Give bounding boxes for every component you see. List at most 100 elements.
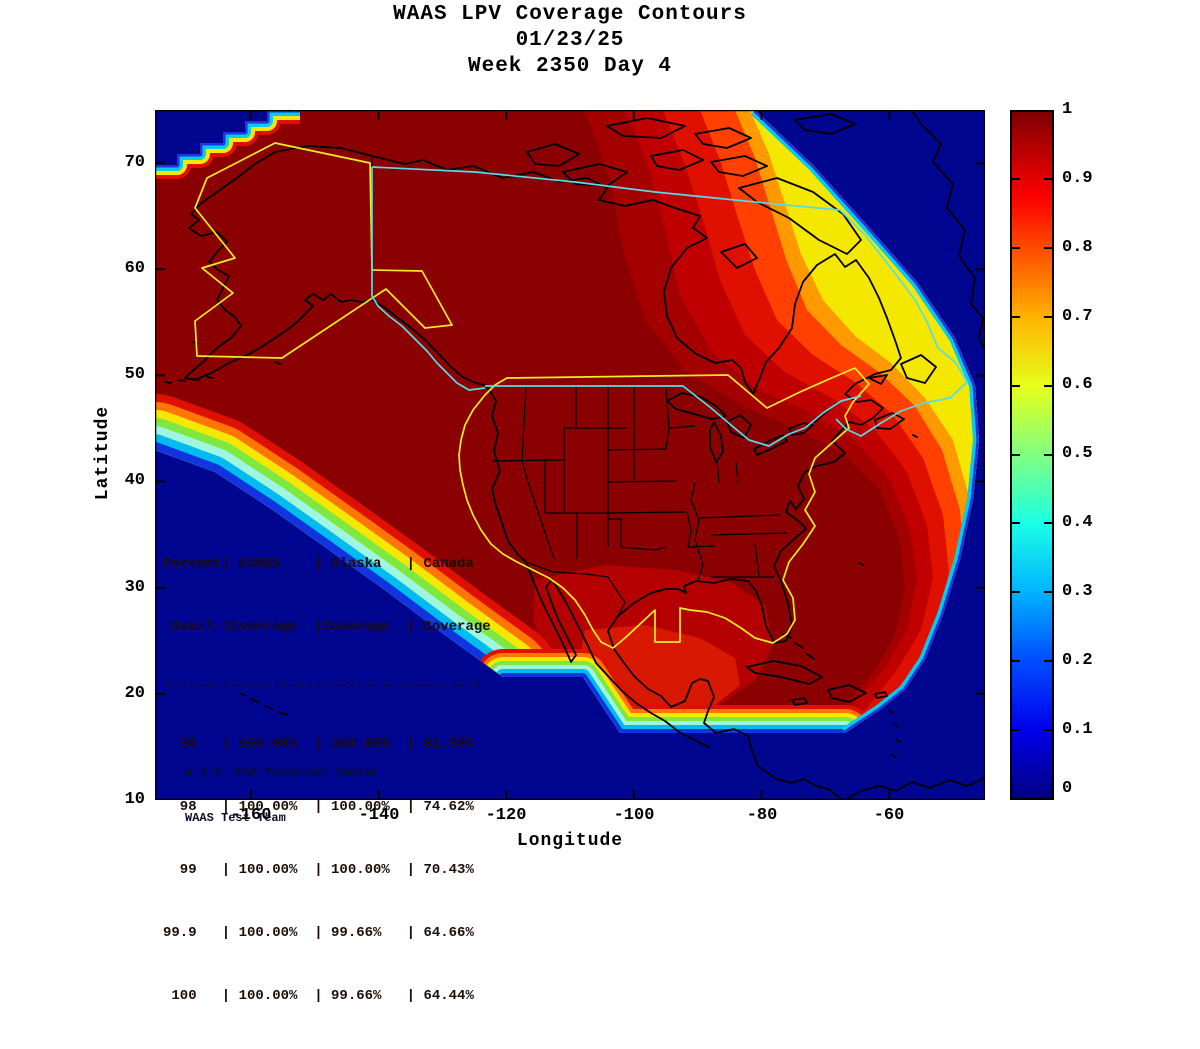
southwest-rainbow — [155, 394, 559, 733]
x-tick--120: -120 — [485, 806, 527, 825]
title-line-main: WAAS LPV Coverage Contours — [393, 3, 747, 26]
service-volume-boundaries-yellow — [194, 142, 870, 649]
table-divider: -------------------------------------- — [163, 678, 483, 694]
island-cuba — [746, 660, 823, 685]
y-tick-20: 20 — [124, 684, 145, 703]
island-devon — [710, 155, 768, 177]
credit-annotation: W.J.H. FAA Technical Center WAAS Test Te… — [185, 736, 379, 856]
hawaii — [240, 693, 288, 716]
x-tick--60: -60 — [873, 806, 905, 825]
title-line-week: Week 2350 Day 4 — [467, 55, 673, 78]
island-newfoundland — [900, 354, 937, 384]
coast-mainland — [371, 155, 902, 799]
colorbar-tick-mark — [1044, 522, 1052, 524]
lake-erie — [753, 434, 788, 456]
island-banks — [526, 143, 580, 167]
cb-tick-1: 1 — [1062, 100, 1073, 119]
island-puerto-rico — [874, 691, 888, 699]
axis-ticks — [155, 110, 985, 800]
colorbar-tick-mark — [1044, 591, 1052, 593]
table-row-99: 99 | 100.00% | 100.00% | 70.43% — [163, 862, 474, 878]
colorbar-tick-mark — [1044, 316, 1052, 318]
colorbar-tick-mark — [1012, 660, 1020, 662]
lake-huron — [726, 414, 752, 439]
cb-tick-09: 0.9 — [1062, 169, 1093, 188]
lake-michigan — [709, 421, 724, 463]
y-tick-70: 70 — [124, 153, 145, 172]
northwest-stair-rainbow — [155, 110, 300, 179]
bermuda-sable — [858, 434, 918, 566]
y-tick-40: 40 — [124, 471, 145, 490]
y-tick-10: 10 — [124, 790, 145, 809]
colorbar-tick-mark — [1044, 660, 1052, 662]
island-hispaniola — [827, 684, 867, 703]
south-rainbow — [475, 649, 873, 733]
cb-tick-05: 0.5 — [1062, 444, 1093, 463]
y-tick-30: 30 — [124, 578, 145, 597]
coverage-contour-map — [155, 110, 985, 800]
table-row-95: 95 | 100.00% | 100.00% | 81.39% — [163, 736, 474, 752]
colorbar-tick-mark — [1012, 591, 1020, 593]
x-tick--160: -160 — [230, 806, 272, 825]
colorbar-tick-mark — [1044, 178, 1052, 180]
plot-title: WAAS LPV Coverage Contours 01/23/25 Week… — [155, 2, 985, 80]
northeast-edge — [750, 110, 979, 733]
colorbar-tick-mark — [1044, 454, 1052, 456]
conus-boundary — [458, 367, 870, 649]
island-qe1 — [606, 117, 686, 139]
colorbar-tick-mark — [1044, 729, 1052, 731]
waas-coverage-figure: WAAS LPV Coverage Contours 01/23/25 Week… — [93, 2, 1093, 1004]
coast-greenland — [910, 110, 985, 351]
y-axis-label: Latitude — [93, 405, 113, 501]
cb-tick-01: 0.1 — [1062, 720, 1093, 739]
cb-tick-07: 0.7 — [1062, 307, 1093, 326]
coast-south-america — [844, 777, 985, 800]
cb-tick-0: 0 — [1062, 779, 1073, 798]
x-tick--140: -140 — [358, 806, 400, 825]
x-axis-label: Longitude — [516, 831, 624, 851]
cb-tick-06: 0.6 — [1062, 375, 1093, 394]
x-tick--80: -80 — [746, 806, 778, 825]
credit-line-1: W.J.H. FAA Technical Center — [185, 766, 380, 780]
island-qe2 — [694, 127, 752, 149]
table-header-row-1: Percent| CONUS | Alaska | Canada — [163, 556, 474, 572]
x-tick--100: -100 — [613, 806, 655, 825]
cb-tick-02: 0.2 — [1062, 651, 1093, 670]
colorbar-tick-mark — [1012, 729, 1020, 731]
colorbar-tick-mark — [1012, 522, 1020, 524]
island-ellesmere — [794, 113, 856, 135]
colorbar-tick-mark — [1044, 385, 1052, 387]
table-header-row-2: Avail.|Coverage |Coverage | Coverage — [163, 619, 491, 635]
y-tick-60: 60 — [124, 259, 145, 278]
table-row-98: 98 | 100.00% | 100.00% | 74.62% — [163, 799, 474, 815]
cb-tick-08: 0.8 — [1062, 238, 1093, 257]
colorbar-tick-mark — [1012, 178, 1020, 180]
map-plot-area: Percent| CONUS | Alaska | Canada Avail.|… — [155, 110, 985, 1004]
coast-pacific — [486, 385, 710, 748]
coastlines — [164, 110, 985, 800]
island-baffin — [738, 177, 862, 255]
table-row-999: 99.9 | 100.00% | 99.66% | 64.66% — [163, 925, 474, 941]
colorbar-tick-mark — [1012, 247, 1020, 249]
island-jamaica — [791, 697, 808, 706]
credit-line-2: WAAS Test Team — [185, 811, 286, 825]
lake-superior — [666, 392, 727, 420]
colorbar-tick-mark — [1012, 316, 1020, 318]
island-somerset — [650, 149, 704, 171]
table-row-100: 100 | 100.00% | 99.66% | 64.44% — [163, 988, 474, 1004]
island-anticosti — [868, 374, 888, 385]
lake-ontario — [788, 422, 814, 436]
colorbar-tick-mark — [1012, 385, 1020, 387]
aleutian-islands — [164, 341, 281, 384]
cb-tick-04: 0.4 — [1062, 513, 1093, 532]
colorbar-tick-mark — [1044, 247, 1052, 249]
cb-tick-03: 0.3 — [1062, 582, 1093, 601]
y-tick-50: 50 — [124, 365, 145, 384]
title-line-date: 01/23/25 — [515, 29, 625, 52]
bahamas — [782, 633, 815, 660]
lesser-antilles — [888, 709, 901, 759]
service-volume-boundary-cyan — [371, 166, 968, 447]
alaska-boundary — [194, 142, 453, 359]
colorbar-tick-mark — [1012, 454, 1020, 456]
island-southampton — [720, 243, 758, 269]
